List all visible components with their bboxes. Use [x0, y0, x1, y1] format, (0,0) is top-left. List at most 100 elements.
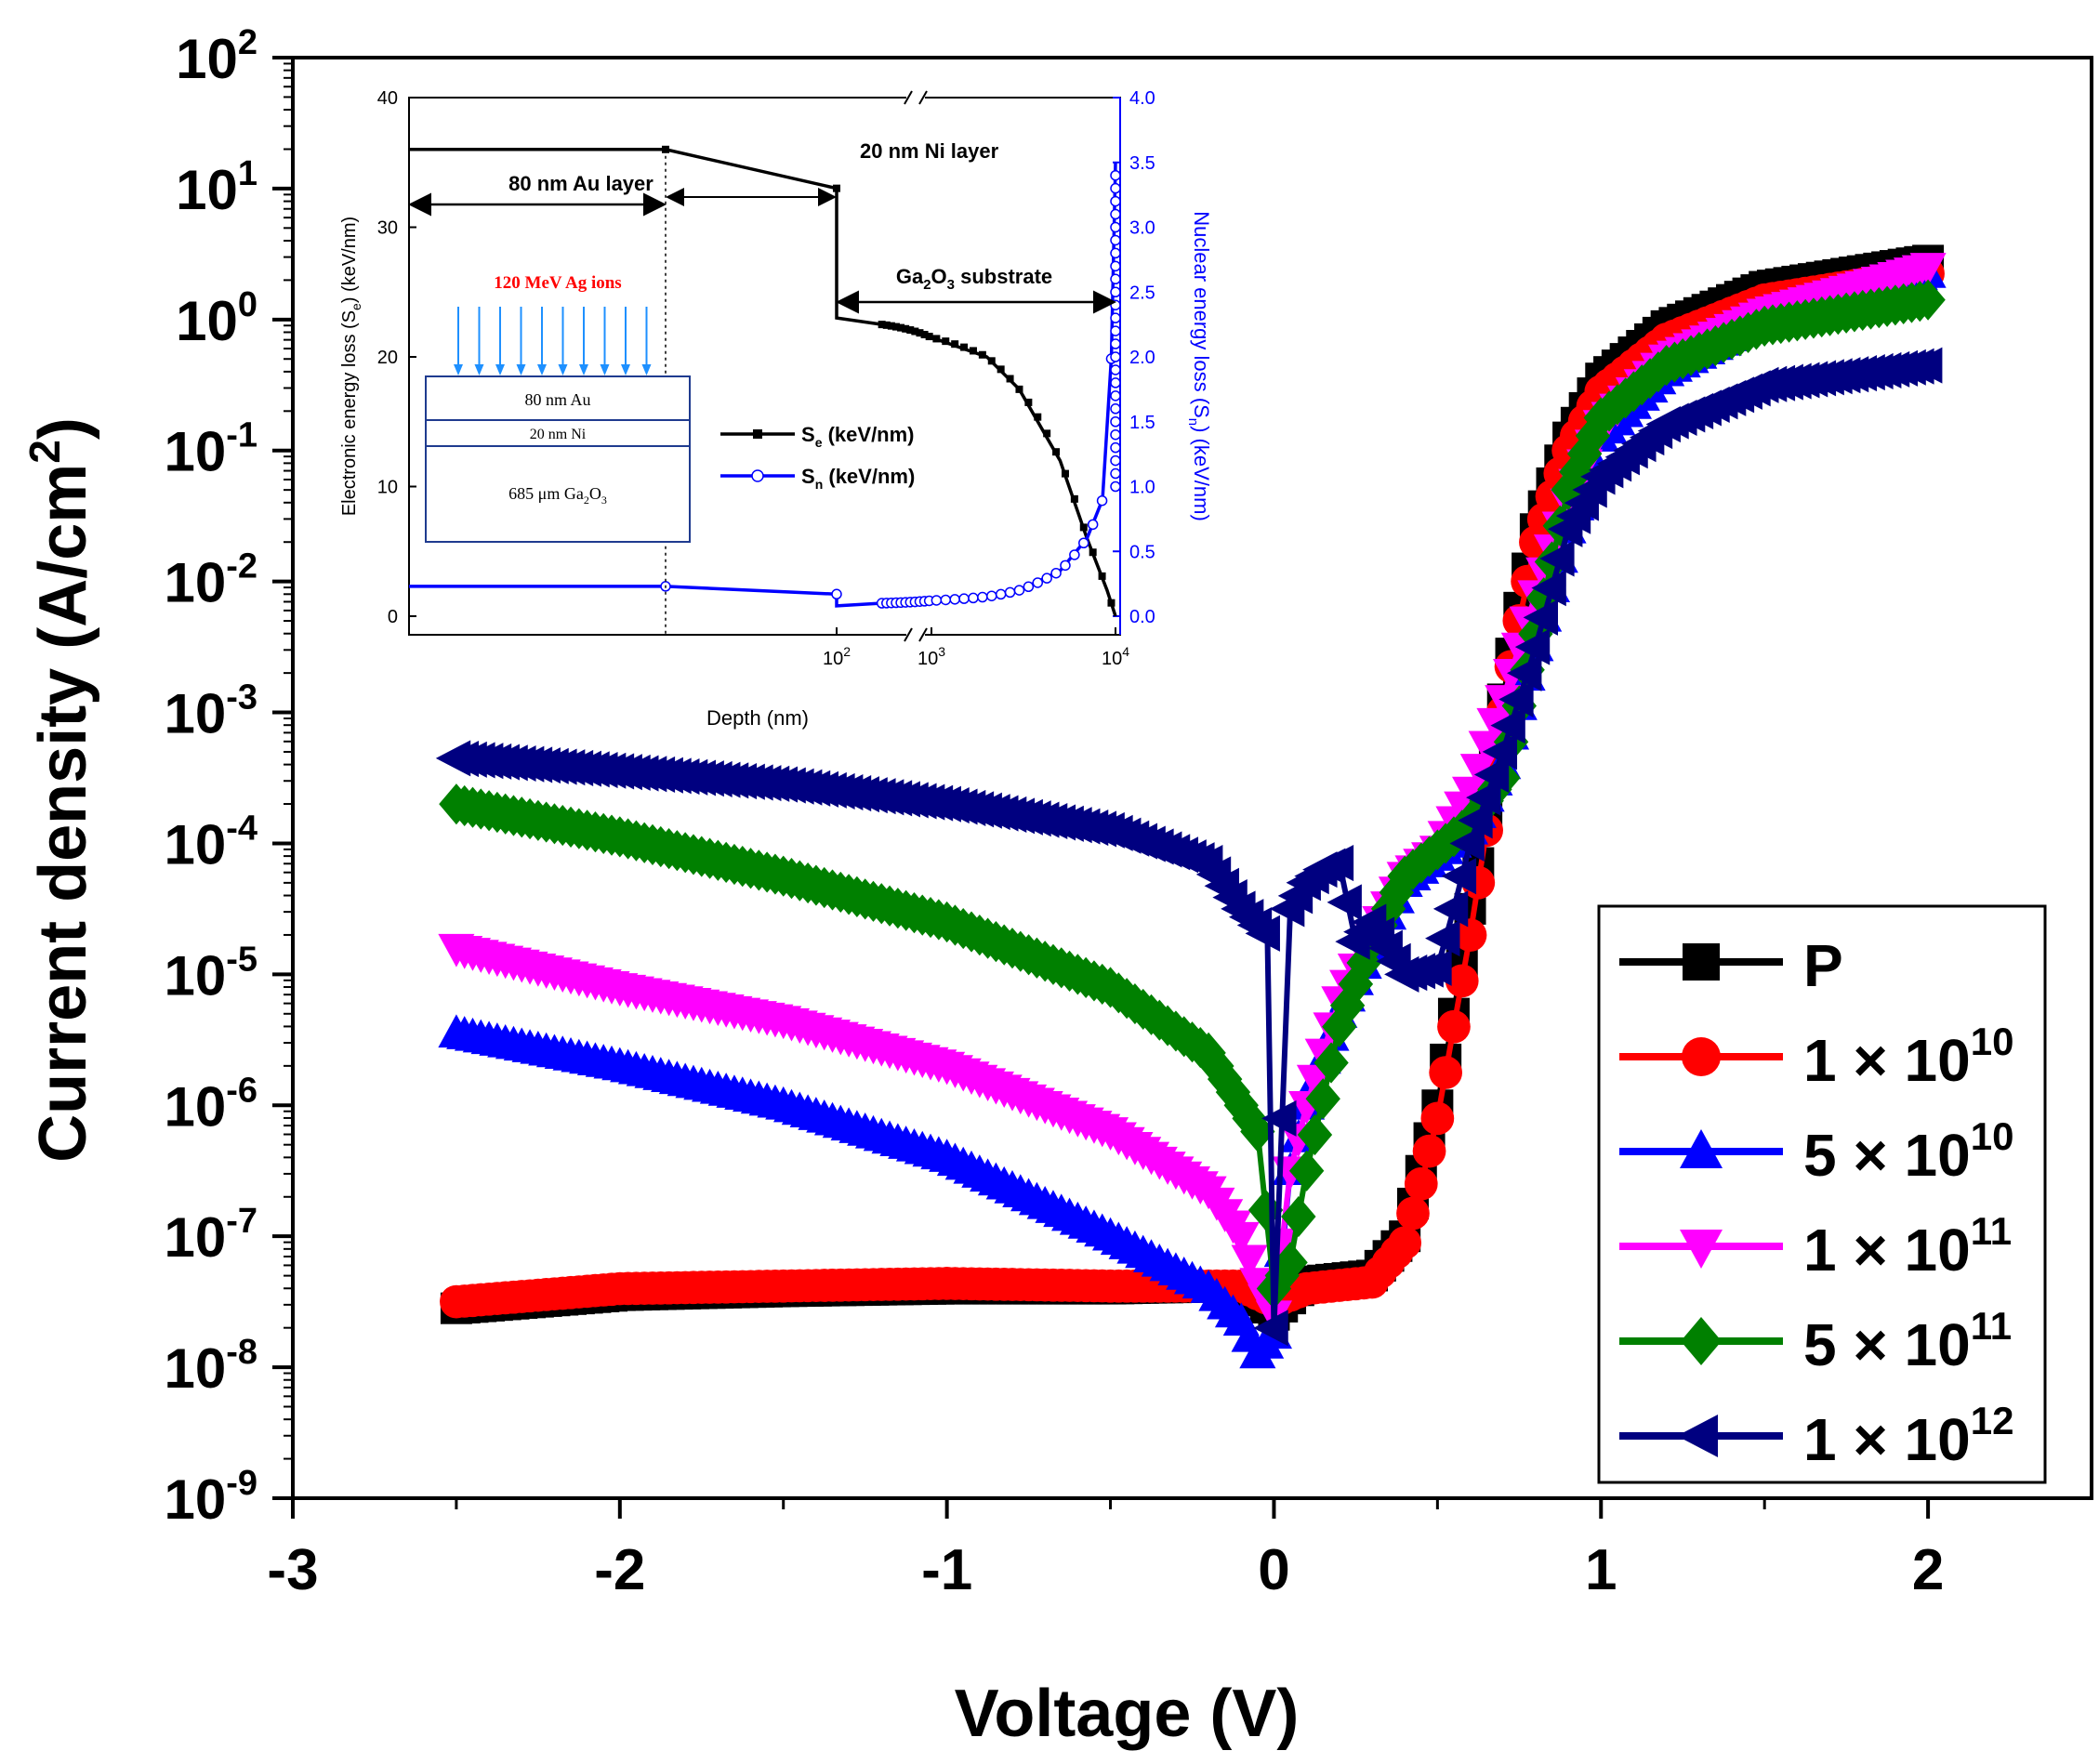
legend-marker — [1680, 1230, 1723, 1269]
y-tick-base: 10 — [164, 552, 226, 614]
legend-label: 1 × 1012 — [1803, 1399, 2013, 1473]
inset-se-point — [1015, 385, 1023, 393]
legend-marker — [1683, 943, 1720, 981]
legend-entry: P — [1619, 932, 1843, 999]
data-point — [1437, 1009, 1471, 1044]
inset-se-point — [932, 335, 941, 343]
inset-sn-point — [1110, 273, 1121, 285]
y-tick-exponent: -1 — [226, 416, 257, 455]
y-tick-label: 10-9 — [164, 1464, 257, 1531]
inset-sn-point — [1110, 351, 1121, 362]
schematic-ion-arrowhead — [537, 364, 547, 375]
data-point — [1327, 884, 1362, 921]
inset-right-tick-label: 4.0 — [1129, 88, 1155, 109]
data-point — [1305, 1078, 1340, 1120]
schematic-ion-arrowhead — [454, 364, 463, 375]
schematic-ga-label: 685 μm Ga2O3 — [508, 484, 607, 507]
inset-sn-point — [949, 594, 960, 605]
y-tick-base: 10 — [164, 944, 226, 1007]
inset-x-tick-base: 10 — [917, 649, 938, 669]
data-point — [1559, 451, 1594, 493]
inset-sn-point — [1032, 577, 1044, 588]
y-tick-label: 10-2 — [164, 547, 257, 614]
inset-right-label-end: ) (keV/nm) — [1190, 426, 1213, 521]
y-axis-label-main: Current density (A/cm — [26, 464, 100, 1163]
inset-sn-point — [1110, 403, 1121, 415]
data-point — [1425, 920, 1460, 957]
inset-sn-point — [1110, 208, 1121, 220]
data-point — [1261, 1099, 1297, 1137]
inset-sn-point — [1013, 585, 1025, 596]
data-point — [1388, 1226, 1422, 1260]
inset-sn-point — [1110, 377, 1121, 388]
inset-right-tick-label: 1.0 — [1129, 478, 1155, 498]
data-point — [1566, 433, 1603, 475]
inset-se-point — [969, 347, 977, 355]
axis-break-mark — [904, 627, 913, 642]
data-point — [1231, 1244, 1268, 1279]
inset-sn-point — [1110, 182, 1121, 194]
schematic-ga-label-part: O — [589, 484, 601, 503]
schematic-ions-label: 120 MeV Ag ions — [494, 273, 621, 293]
data-point — [1498, 680, 1534, 718]
inset-se-point — [951, 340, 959, 349]
inset-se-point — [925, 333, 933, 341]
inset-se-point — [1061, 469, 1069, 478]
inset-sn-point — [1110, 364, 1121, 375]
inset-right-label-sub: n — [1185, 418, 1201, 426]
inset-sn-point — [977, 591, 988, 603]
inset-sn-point — [1087, 519, 1099, 531]
inset-sn-point — [831, 588, 842, 600]
main-axes: -3 -2 -1 0 1 210-910-810-710-610-510-410-310-… — [164, 23, 2093, 1602]
inset-sn-point — [1096, 494, 1108, 507]
legend-box — [1597, 904, 2047, 1484]
data-point — [1222, 1221, 1260, 1256]
inset-legend-se-base: S — [801, 423, 815, 446]
axis-break-mark — [918, 627, 928, 642]
inset-sn-point — [1110, 286, 1121, 297]
inset-left-tick-label: 10 — [377, 478, 398, 498]
data-point — [1370, 888, 1406, 930]
inset-sn-point — [958, 593, 970, 604]
y-tick-exponent: -3 — [226, 678, 257, 717]
schematic-ga-label-part: 685 μm Ga — [508, 484, 584, 503]
inset-x-tick-exponent: 4 — [1122, 644, 1129, 659]
y-tick-base: 10 — [164, 1468, 226, 1531]
substrate-annotation: Ga2O3 substrate — [896, 265, 1052, 293]
data-point — [1322, 1006, 1357, 1047]
y-tick-base: 10 — [164, 813, 226, 875]
x-tick-label: 2 — [1912, 1538, 1944, 1602]
substrate-annotation-part: O — [931, 265, 947, 288]
main-series-layer — [435, 244, 1947, 1369]
inset-right-label-main: Nuclear energy loss (S — [1190, 211, 1213, 418]
y-tick-label: 10-6 — [164, 1071, 257, 1138]
data-point — [1318, 845, 1354, 882]
inset-sn-point — [1069, 549, 1080, 560]
data-point — [1429, 1056, 1463, 1089]
data-point — [1248, 1189, 1284, 1231]
x-tick-label: -1 — [921, 1538, 972, 1602]
legend-label-base: 1 × 10 — [1803, 1027, 1971, 1094]
y-tick-exponent: -8 — [226, 1333, 257, 1372]
y-tick-exponent: 2 — [238, 23, 257, 62]
inset-right-label: Nuclear energy loss (Sn) (keV/nm) — [1185, 211, 1213, 521]
y-tick-label: 10-7 — [164, 1202, 257, 1269]
inset-sn-point — [1110, 195, 1121, 207]
y-tick-base: 10 — [164, 1337, 226, 1400]
inset-legend-se-marker — [753, 429, 762, 439]
legend-marker — [1680, 1129, 1723, 1168]
inset-legend-se-end: (keV/nm) — [822, 423, 914, 446]
y-axis-label-sup: 2 — [20, 440, 69, 464]
substrate-annotation-part: substrate — [955, 265, 1052, 288]
data-point — [1514, 628, 1551, 665]
data-point — [1223, 1085, 1259, 1126]
y-tick-label: 10-5 — [164, 940, 257, 1007]
legend-label-exponent: 12 — [1971, 1399, 2014, 1442]
y-tick-label: 10-3 — [164, 678, 257, 745]
data-point — [1482, 733, 1518, 770]
schematic-ion-arrowhead — [495, 364, 505, 375]
inset-sn-point — [940, 594, 952, 606]
y-tick-base: 10 — [176, 290, 238, 352]
